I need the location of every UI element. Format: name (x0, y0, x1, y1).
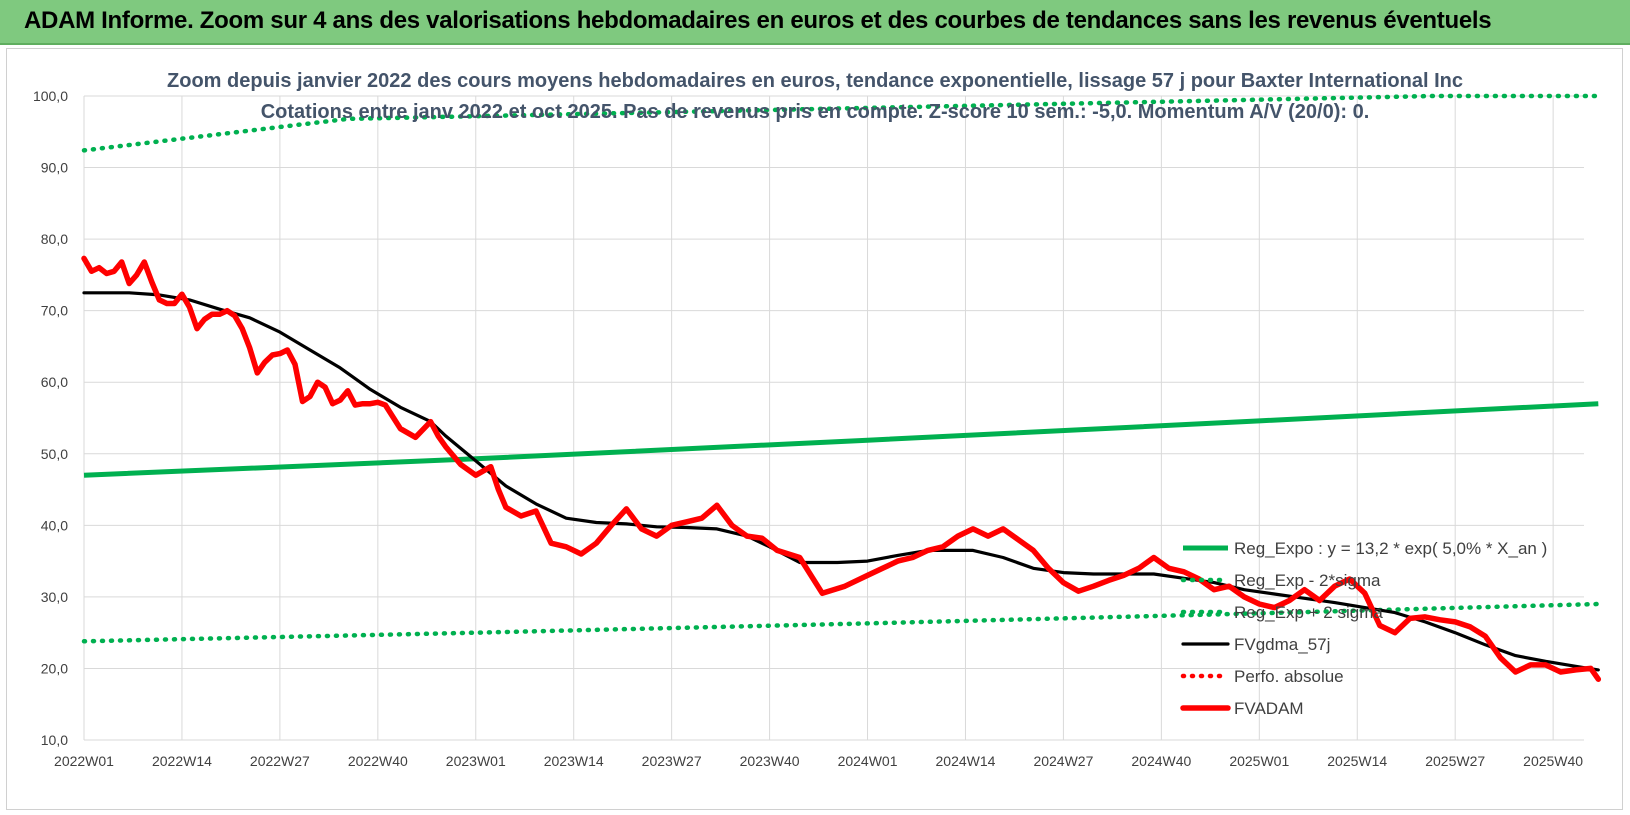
y-tick-label: 80,0 (41, 231, 68, 247)
x-tick-label: 2022W14 (152, 753, 212, 769)
report-banner: ADAM Informe. Zoom sur 4 ans des valoris… (0, 0, 1630, 45)
series-lines (81, 93, 1602, 682)
x-tick-label: 2023W14 (544, 753, 604, 769)
y-tick-label: 40,0 (41, 517, 68, 533)
y-axis-ticks: 10,0 20,0 30,0 40,0 50,0 60,0 70,0 80,0 90,0 100,… (33, 88, 68, 748)
x-tick-label: 2024W27 (1033, 753, 1093, 769)
legend-label-fvadam: FVADAM (1234, 699, 1304, 718)
report-title: ADAM Informe. Zoom sur 4 ans des valoris… (24, 7, 1492, 34)
x-tick-label: 2023W27 (642, 753, 702, 769)
legend-label-perfo-absolue: Perfo. absolue (1234, 667, 1344, 686)
x-tick-label: 2023W01 (446, 753, 506, 769)
x-tick-label: 2025W14 (1327, 753, 1387, 769)
x-tick-label: 2025W40 (1523, 753, 1583, 769)
legend-label-fvgdma-57j: FVgdma_57j (1234, 635, 1330, 654)
x-tick-label: 2024W40 (1131, 753, 1191, 769)
series-line-reg-exp-2-sigma (81, 93, 1601, 153)
x-tick-label: 2022W27 (250, 753, 310, 769)
chart-title: Zoom depuis janvier 2022 des cours moyen… (167, 70, 1463, 92)
legend-label-reg-expo-y-13-2-exp-5-0-x-an: Reg_Expo : y = 13,2 * exp( 5,0% * X_an ) (1234, 539, 1547, 558)
x-tick-label: 2022W40 (348, 753, 408, 769)
y-tick-label: 30,0 (41, 589, 68, 605)
y-tick-label: 90,0 (41, 160, 68, 176)
x-tick-label: 2025W01 (1229, 753, 1289, 769)
legend-label-reg-exp-2-sigma: Reg_Exp + 2 sigma (1234, 603, 1383, 622)
legend: Reg_Expo : y = 13,2 * exp( 5,0% * X_an )… (1180, 539, 1547, 718)
y-tick-label: 50,0 (41, 446, 68, 462)
y-tick-label: 60,0 (41, 374, 68, 390)
y-tick-label: 70,0 (41, 303, 68, 319)
y-tick-label: 10,0 (41, 732, 68, 748)
series-line-fvadam (81, 255, 1602, 682)
legend-label-reg-exp-2-sigma: Reg_Exp - 2*sigma (1234, 571, 1381, 590)
y-tick-label: 100,0 (33, 88, 68, 104)
x-tick-label: 2024W01 (838, 753, 898, 769)
x-axis-ticks: 2022W01 2022W14 2022W27 2022W40 2023W01 2023W… (54, 753, 1583, 769)
x-tick-label: 2024W14 (936, 753, 996, 769)
series-line-fvgdma-57j (82, 291, 1600, 672)
chart-frame (6, 48, 1623, 810)
x-tick-label: 2023W40 (740, 753, 800, 769)
chart-subtitle: Cotations entre janv 2022 et oct 2025. P… (261, 101, 1370, 123)
x-tick-label: 2022W01 (54, 753, 114, 769)
y-tick-label: 20,0 (41, 660, 68, 676)
series-line-reg-expo-y-13-2-exp-5-0-x-an (83, 401, 1599, 478)
x-tick-label: 2025W27 (1425, 753, 1485, 769)
